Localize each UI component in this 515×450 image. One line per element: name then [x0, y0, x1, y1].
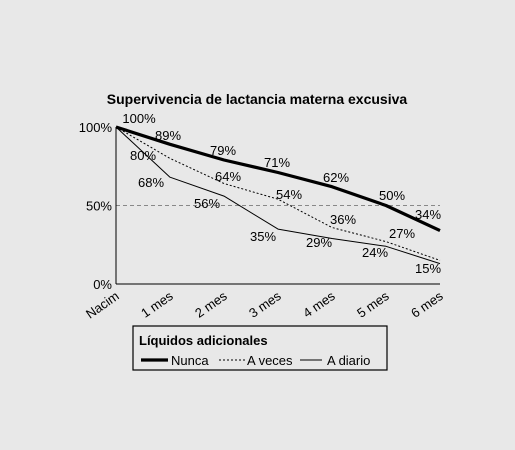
x-tick-label: 3 mes [246, 288, 284, 321]
data-label: 56% [194, 196, 220, 211]
y-tick-label: 50% [86, 199, 112, 214]
y-tick-label: 0% [93, 277, 112, 292]
data-label: 71% [264, 155, 290, 170]
series-line-a-diario [115, 126, 441, 265]
data-label: 100% [122, 111, 156, 126]
data-label: 89% [155, 128, 181, 143]
data-label: 64% [215, 169, 241, 184]
x-tick-label: 2 mes [192, 288, 230, 321]
x-tick-label: 5 mes [354, 288, 392, 321]
y-tick-label: 100% [79, 120, 113, 135]
data-label: 27% [389, 226, 415, 241]
data-label: 34% [415, 207, 441, 222]
legend: Líquidos adicionales Nunca A veces A diario [132, 325, 388, 371]
chart-title: Supervivencia de lactancia materna excus… [107, 91, 408, 107]
data-label: 62% [323, 170, 349, 185]
data-label: 24% [362, 245, 388, 260]
series-line-nunca [115, 125, 441, 233]
x-tick-label: 6 mes [408, 288, 446, 321]
legend-label-nunca: Nunca [171, 353, 209, 368]
data-label: 15% [415, 261, 441, 276]
legend-label-a-diario: A diario [327, 353, 370, 368]
data-label: 80% [130, 148, 156, 163]
legend-label-a-veces: A veces [247, 353, 293, 368]
x-tick-label: Nacim [83, 288, 122, 321]
legend-title: Líquidos adicionales [139, 333, 268, 348]
data-label: 35% [250, 229, 276, 244]
data-label: 50% [379, 188, 405, 203]
plot-area: 0% 50% 100% Nacim 1 mes 2 mes 3 mes 4 mes 5 mes 6… [79, 111, 446, 322]
legend-box [132, 325, 388, 371]
x-tick-label: 4 mes [300, 288, 338, 321]
data-label: 54% [276, 187, 302, 202]
data-label: 36% [330, 212, 356, 227]
data-label: 29% [306, 235, 332, 250]
data-label: 79% [210, 143, 236, 158]
data-label: 68% [138, 175, 164, 190]
x-tick-label: 1 mes [138, 288, 176, 321]
